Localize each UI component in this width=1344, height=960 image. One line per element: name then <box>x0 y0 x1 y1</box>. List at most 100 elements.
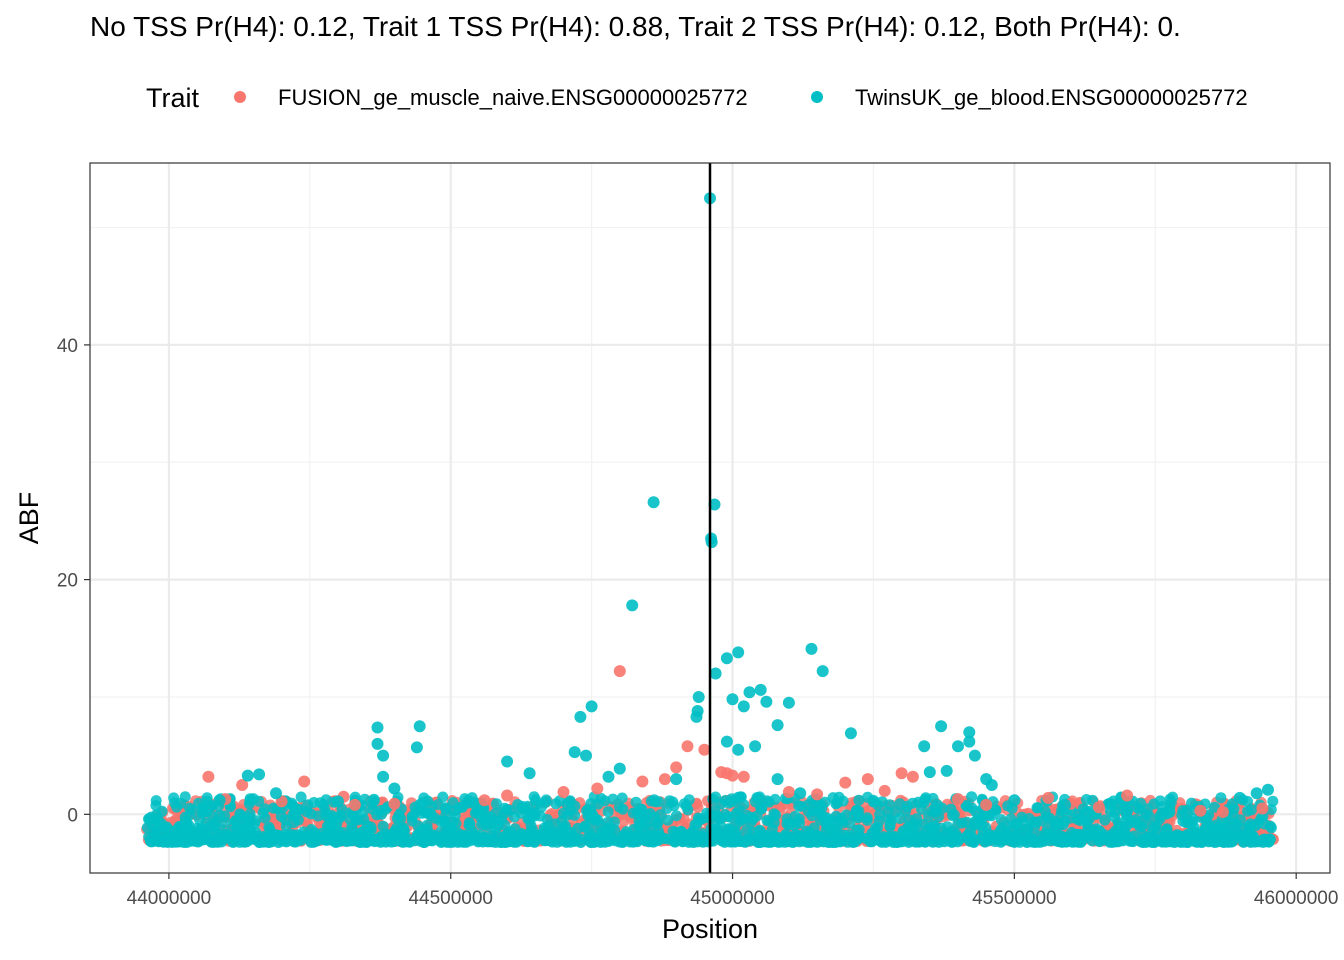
band-point <box>985 810 997 822</box>
band-point <box>1200 816 1212 828</box>
x-axis-title: Position <box>662 914 758 944</box>
band-point <box>1006 835 1017 847</box>
band-point <box>259 803 271 815</box>
band-point <box>631 836 643 848</box>
band-point <box>1224 816 1236 828</box>
band-point <box>1031 802 1043 814</box>
band-point <box>1037 834 1049 846</box>
band-point <box>631 806 643 818</box>
dense-point-band <box>141 791 1279 848</box>
band-point <box>894 798 906 810</box>
band-point <box>1094 833 1106 845</box>
point-fusion <box>681 740 694 753</box>
band-point <box>212 834 224 846</box>
point-fusion <box>1216 806 1229 818</box>
band-point <box>840 809 852 821</box>
chart-title: No TSS Pr(H4): 0.12, Trait 1 TSS Pr(H4):… <box>90 11 1181 42</box>
band-point <box>525 808 537 820</box>
point-twinsuk <box>940 764 953 777</box>
plot-panel <box>89 162 1331 874</box>
point-twinsuk <box>523 767 536 780</box>
band-point <box>1075 812 1087 824</box>
point-fusion <box>388 797 401 810</box>
point-twinsuk <box>371 721 384 734</box>
point-fusion <box>698 743 711 756</box>
band-point <box>550 798 562 810</box>
band-point <box>1219 836 1231 848</box>
point-twinsuk <box>1233 791 1246 804</box>
band-point <box>661 802 673 814</box>
band-point <box>141 822 153 834</box>
point-twinsuk <box>963 735 976 748</box>
point-twinsuk <box>1262 783 1274 796</box>
band-point <box>517 829 529 841</box>
band-point <box>599 795 611 807</box>
band-point <box>933 836 945 848</box>
band-point <box>954 833 965 845</box>
point-twinsuk <box>1059 798 1072 811</box>
point-twinsuk <box>270 787 282 800</box>
y-tick-label: 40 <box>57 336 78 357</box>
band-point <box>850 805 862 817</box>
y-tick-label: 20 <box>57 571 78 592</box>
band-point <box>630 796 642 808</box>
band-point <box>679 798 690 810</box>
point-fusion <box>737 770 750 783</box>
point-twinsuk <box>613 762 626 775</box>
band-point <box>1142 803 1153 815</box>
band-point <box>182 822 193 834</box>
band-point <box>1149 822 1161 834</box>
band-point <box>654 831 666 843</box>
point-fusion <box>501 789 514 802</box>
band-point <box>1154 810 1166 822</box>
point-fusion <box>613 665 626 678</box>
data-points <box>202 192 1274 818</box>
band-point <box>720 831 731 843</box>
band-point <box>993 832 1005 844</box>
point-twinsuk <box>754 683 767 696</box>
band-point <box>974 818 986 830</box>
band-point <box>966 802 978 814</box>
band-point <box>853 794 865 806</box>
band-point <box>437 836 449 848</box>
x-tick-label: 45500000 <box>972 888 1057 909</box>
band-point <box>830 810 842 822</box>
point-twinsuk <box>602 770 615 783</box>
point-fusion <box>811 788 824 801</box>
point-fusion <box>861 773 874 786</box>
band-point <box>585 811 597 823</box>
band-point <box>151 815 163 827</box>
point-twinsuk <box>580 749 592 762</box>
band-point <box>769 793 781 805</box>
band-point <box>607 793 619 805</box>
band-point <box>1099 814 1111 826</box>
band-point <box>508 811 520 823</box>
point-twinsuk <box>413 720 426 733</box>
band-point <box>344 834 356 845</box>
band-point <box>418 792 430 804</box>
point-twinsuk <box>213 794 226 807</box>
band-point <box>557 831 569 843</box>
band-point <box>1108 795 1119 807</box>
point-fusion <box>1092 801 1105 814</box>
band-point <box>235 809 247 821</box>
band-point <box>499 830 511 842</box>
point-twinsuk <box>952 740 964 753</box>
band-point <box>179 791 191 803</box>
band-point <box>416 807 428 819</box>
point-twinsuk <box>708 498 721 511</box>
point-twinsuk <box>743 686 756 699</box>
band-point <box>406 815 418 827</box>
band-point <box>295 834 307 846</box>
point-twinsuk <box>771 719 784 732</box>
point-fusion <box>1194 804 1207 817</box>
band-point <box>1171 829 1183 841</box>
legend-key-twinsuk <box>811 91 823 103</box>
point-twinsuk <box>732 646 745 659</box>
point-fusion <box>478 794 491 807</box>
point-twinsuk <box>782 696 795 709</box>
band-point <box>229 832 241 844</box>
band-point <box>807 805 819 817</box>
band-point <box>447 836 459 848</box>
x-tick-label: 44500000 <box>408 888 493 909</box>
